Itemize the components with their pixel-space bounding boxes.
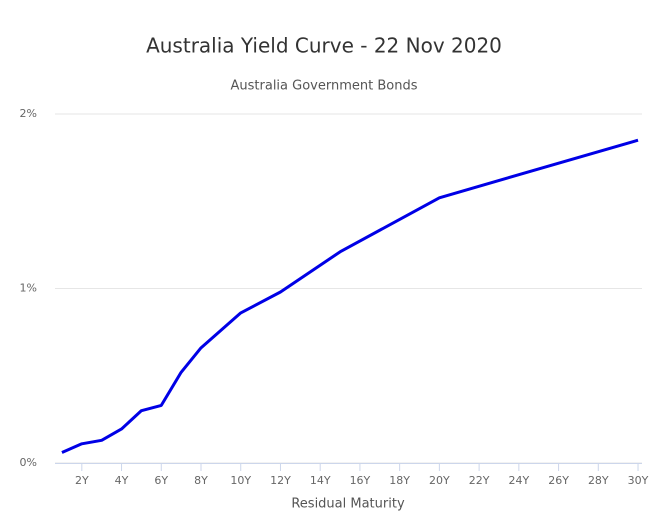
x-tick-label: 10Y	[230, 474, 251, 487]
x-tick-label: 30Y	[628, 474, 649, 487]
x-tick-label: 22Y	[469, 474, 490, 487]
x-tick-label: 2Y	[75, 474, 89, 487]
x-tick-label: 16Y	[350, 474, 371, 487]
x-tick-label: 4Y	[115, 474, 129, 487]
x-tick-label: 12Y	[270, 474, 291, 487]
y-tick-label: 0%	[20, 456, 37, 469]
chart-subtitle: Australia Government Bonds	[231, 79, 418, 94]
x-tick-label: 14Y	[310, 474, 331, 487]
x-tick-label: 24Y	[508, 474, 529, 487]
y-tick-label: 1%	[20, 282, 37, 295]
chart-title: Australia Yield Curve - 22 Nov 2020	[146, 34, 502, 58]
x-tick-label: 18Y	[389, 474, 410, 487]
line	[61, 138, 639, 454]
x-tick-label: 20Y	[429, 474, 450, 487]
x-tick-label: 26Y	[548, 474, 569, 487]
y-tick-label: 2%	[20, 107, 37, 120]
x-tick-label: 28Y	[588, 474, 609, 487]
x-tick-label: 8Y	[194, 474, 208, 487]
x-axis-label: Residual Maturity	[291, 497, 405, 512]
x-tick-label: 6Y	[154, 474, 168, 487]
